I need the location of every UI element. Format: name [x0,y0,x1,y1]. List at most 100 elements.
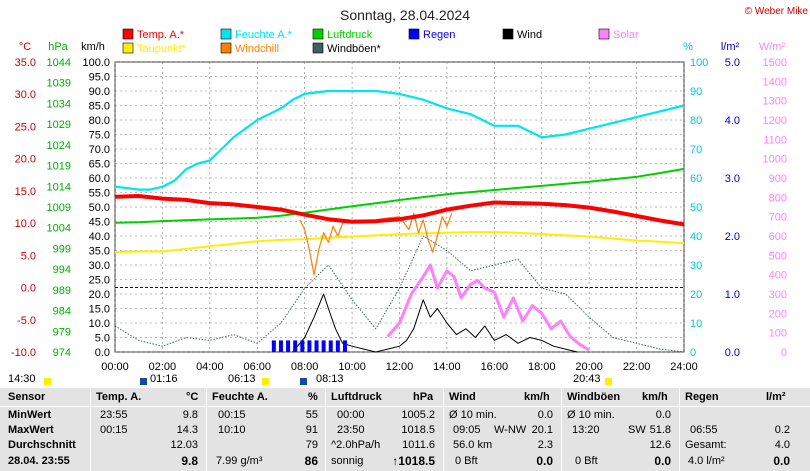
legend-label-windboeen: Windböen* [327,43,382,55]
regen-total-label: Gesamt: [685,439,727,451]
x-tick-label: 16:00 [481,361,509,373]
rain-tick-label: 2.0 [725,231,740,243]
kmh-tick-label: 85.0 [89,101,110,113]
header-regen-unit: l/m² [766,391,786,403]
header-wind: Wind [449,391,476,403]
boeen-beaufort: 0 Bft [575,455,598,467]
kmh-tick-label: 0.0 [95,347,110,359]
celsius-tick-label: 25.0 [15,121,36,133]
row-label-max: MaxWert [8,424,54,436]
series-luftdruck-line [114,167,685,224]
boeen-now-value: 0.0 [654,454,671,468]
percent-tick-label: 20 [690,289,702,301]
kmh-tick-label: 95.0 [89,72,110,84]
series-taupunkt-line [114,231,685,254]
percent-tick-label: 60 [690,173,702,185]
legend-label-temp: Temp. A.* [137,29,185,41]
solar-tick-label: 400 [769,270,787,282]
feuchte-min-value: 55 [305,409,318,421]
percent-tick-label: 90 [690,86,702,98]
legend-swatch-windboeen [312,42,324,54]
celsius-tick-label: 15.0 [15,186,36,198]
solar-tick-label: 800 [769,192,787,204]
legend-label-feuchte: Feuchte A.* [235,29,293,41]
luft-now-value: ↑1018.5 [392,454,435,468]
x-tick-label: 00:00 [101,361,129,373]
solar-tick-label: 1500 [763,57,787,69]
legend-label-solar: Solar [613,29,639,41]
feuchte-max-time: 10:10 [218,424,246,436]
rain-bar [342,340,347,352]
wind-min-label: Ø 10 min. [449,409,497,421]
x-tick-label: 12:00 [386,361,414,373]
rain-bar [314,340,319,352]
percent-tick-label: 0 [690,347,696,359]
celsius-tick-label: 20.0 [15,154,36,166]
kmh-tick-label: 15.0 [89,304,110,316]
legend-swatch-solar [598,28,610,40]
celsius-tick-label: 0.0 [21,283,36,295]
wind-max-time: 09:05 [453,424,481,436]
wind-distance: 56.0 km [453,439,493,451]
header-luft: Luftdruck [331,391,382,403]
rain-bar [293,340,298,352]
kmh-tick-label: 75.0 [89,130,110,142]
legend-swatch-regen [408,28,420,40]
row-label-avg: Durchschnitt [8,439,76,451]
legend-swatch-taupunkt [122,42,134,54]
solar-tick-label: 600 [769,231,787,243]
feuchte-now-value: 86 [304,454,318,468]
rain-bar [321,340,326,352]
solar-tick-label: 700 [769,212,787,224]
kmh-tick-label: 100.0 [82,57,110,69]
hpa-tick-label: 989 [53,285,71,297]
kmh-tick-label: 35.0 [89,246,110,258]
chart-grid [114,61,685,353]
legend-label-taupunkt: Taupunkt* [137,43,187,55]
wind-min-value: 0.0 [537,409,553,421]
hpa-tick-label: 984 [53,306,71,318]
kmh-tick-label: 65.0 [89,159,110,171]
rain-tick-label: 0.0 [725,347,740,359]
chart-legend: Temp. A.* Feuchte A.* Luftdruck Regen Wind So… [122,28,639,55]
hpa-tick-label: 1034 [47,98,71,110]
legend-swatch-windchill [220,42,232,54]
luft-trend: ^2.0hPa/h [331,439,381,451]
chart-axes: 35.0 30.0 25.0 20.0 15.0 10.0 5.0 0.0 -5.0 -10.0 1… [8,41,787,385]
x-tick-label: 08:00 [291,361,319,373]
rain-bar [307,340,312,352]
luft-min-value: 1005.2 [401,409,435,421]
hpa-tick-label: 1019 [47,161,71,173]
solar-tick-label: 1000 [763,154,787,166]
x-tick-label: 06:00 [243,361,271,373]
kmh-axis-unit: km/h [81,41,105,53]
kmh-tick-label: 50.0 [89,202,110,214]
rain-bar [278,340,283,352]
feuchte-min-time: 00:15 [218,409,246,421]
event-marker [140,378,147,385]
solar-tick-label: 1300 [763,96,787,108]
percent-tick-label: 100 [690,57,708,69]
x-tick-label: 24:00 [670,361,698,373]
temp-min-value: 9.8 [182,409,198,421]
boeen-max-value: 51.8 [649,424,671,436]
solar-tick-label: 900 [769,173,787,185]
hpa-tick-label: 1014 [47,181,71,193]
kmh-tick-label: 90.0 [89,86,110,98]
legend-swatch-luftdruck [312,28,324,40]
x-tick-label: 02:00 [149,361,177,373]
temp-max-value: 14.3 [176,424,198,436]
event-marker [300,378,307,385]
percent-tick-label: 70 [690,144,702,156]
legend-label-wind: Wind [517,29,542,41]
boeen-max-time: 13:20 [572,424,600,436]
series-windben-line [114,235,685,353]
temp-min-time: 23:55 [100,409,128,421]
temp-max-time: 00:15 [100,424,128,436]
solar-tick-label: 1400 [763,76,787,88]
kmh-tick-label: 55.0 [89,188,110,200]
wind-now-value: 0.0 [536,454,553,468]
hpa-tick-label: 1039 [47,78,71,90]
luft-max-time: 23:50 [337,424,365,436]
kmh-tick-label: 20.0 [89,289,110,301]
